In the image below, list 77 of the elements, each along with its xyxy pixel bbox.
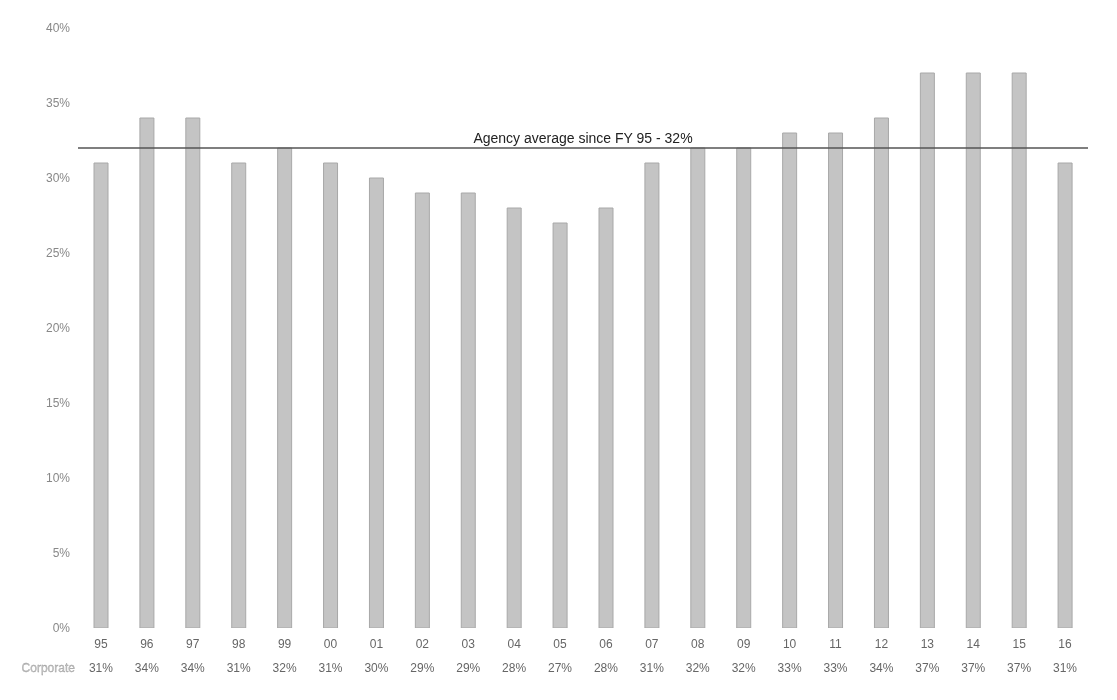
y-tick-label: 35% — [45, 96, 71, 111]
data-label: 32% — [685, 661, 711, 675]
bar — [139, 117, 155, 628]
bar — [231, 162, 247, 628]
bar — [919, 72, 935, 628]
x-tick-label: 10 — [782, 637, 797, 651]
bar — [414, 192, 430, 628]
bar — [965, 72, 981, 628]
data-label: 31% — [226, 661, 252, 675]
data-label: 34% — [869, 661, 894, 675]
x-tick-label: 06 — [599, 637, 613, 651]
bar — [506, 207, 522, 628]
y-tick-label: 25% — [45, 246, 71, 261]
data-label: 31% — [318, 661, 343, 675]
x-tick-label: 14 — [966, 637, 981, 651]
x-tick-label: 16 — [1058, 637, 1073, 651]
bar — [690, 147, 706, 628]
bar — [598, 207, 614, 628]
data-label: 32% — [272, 661, 297, 675]
x-tick-label: 95 — [94, 637, 108, 651]
bar — [828, 132, 844, 628]
x-tick-label: 08 — [691, 637, 705, 651]
x-tick-label: 02 — [415, 637, 430, 651]
x-tick-label: 97 — [186, 637, 200, 651]
data-label: 37% — [915, 661, 940, 675]
data-label: 34% — [180, 661, 206, 675]
data-label: 37% — [1007, 661, 1032, 675]
x-tick-label: 12 — [874, 637, 889, 651]
data-label: 28% — [502, 661, 527, 675]
x-tick-label: 11 — [829, 637, 843, 651]
data-label: 31% — [639, 661, 665, 675]
bar — [277, 147, 293, 628]
ref-line-label: Agency average since FY 95 - 32% — [473, 130, 693, 146]
bar — [460, 192, 476, 628]
bar — [1011, 72, 1027, 628]
bar — [644, 162, 660, 628]
data-label: 30% — [364, 661, 389, 675]
bar — [93, 162, 109, 628]
bar — [552, 222, 568, 628]
data-label: 31% — [1053, 661, 1078, 675]
bar — [873, 117, 889, 628]
x-tick-label: 05 — [553, 637, 568, 651]
text: Corporate — [21, 661, 76, 675]
x-tick-label: 09 — [737, 637, 751, 651]
x-tick-label: 96 — [140, 637, 154, 651]
bar — [323, 162, 339, 628]
y-tick-label: 5% — [52, 546, 71, 561]
y-tick-label: 20% — [45, 321, 71, 336]
data-label: 33% — [823, 661, 848, 675]
data-label: 37% — [961, 661, 986, 675]
x-tick-label: 04 — [507, 637, 522, 651]
x-tick-label: 99 — [277, 637, 292, 651]
data-label: 33% — [777, 661, 802, 675]
x-tick-label: 07 — [645, 637, 659, 651]
x-tick-label: 15 — [1012, 637, 1027, 651]
bar — [368, 177, 384, 628]
y-tick-label: 30% — [45, 171, 71, 186]
bar — [185, 117, 201, 628]
y-tick-label: 0% — [52, 621, 71, 636]
y-tick-label: 10% — [45, 471, 71, 486]
x-tick-label: 00 — [323, 637, 338, 651]
x-tick-label: 98 — [232, 637, 246, 651]
bar — [1057, 162, 1073, 628]
y-tick-label: 15% — [45, 396, 71, 411]
x-tick-label: 01 — [369, 637, 384, 651]
data-label: 28% — [593, 661, 619, 675]
data-label: 29% — [410, 661, 435, 675]
data-label: 32% — [731, 661, 757, 675]
bar — [736, 147, 752, 628]
bar — [782, 132, 798, 628]
data-label: 34% — [134, 661, 160, 675]
x-tick-label: 13 — [920, 637, 935, 651]
data-label: 29% — [456, 661, 481, 675]
data-label: 31% — [88, 661, 114, 675]
data-label: 27% — [548, 661, 573, 675]
y-tick-label: 40% — [45, 21, 71, 36]
x-tick-label: 03 — [461, 637, 476, 651]
